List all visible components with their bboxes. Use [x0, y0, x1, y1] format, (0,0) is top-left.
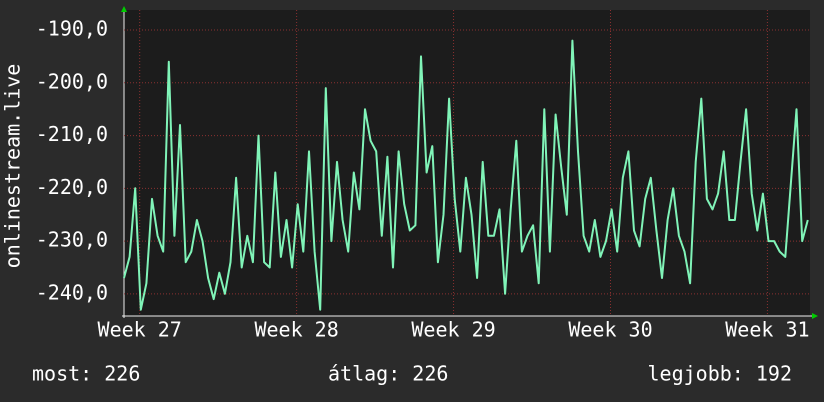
axis-arrow [812, 313, 818, 319]
y-axis-label: onlinestream.live [1, 64, 25, 269]
x-tick-label: Week 31 [725, 318, 809, 342]
y-tick-label: -210,0 [36, 122, 108, 146]
stat: most: 226 [32, 362, 140, 386]
y-tick-label: -190,0 [36, 17, 108, 41]
y-tick-label: -240,0 [36, 280, 108, 304]
series-line [123, 39, 809, 311]
x-tick-label: Week 27 [98, 318, 182, 342]
axis-arrow [121, 6, 127, 12]
y-tick-label: -200,0 [36, 69, 108, 93]
x-tick-label: Week 30 [568, 318, 652, 342]
stat: átlag: 226 [328, 362, 448, 386]
plot-area [124, 10, 810, 316]
x-tick-label: Week 29 [411, 318, 495, 342]
y-tick-label: -230,0 [36, 228, 108, 252]
y-tick-label: -220,0 [36, 175, 108, 199]
marks [123, 39, 809, 311]
x-tick-label: Week 28 [254, 318, 338, 342]
stat: legjobb: 192 [648, 362, 793, 386]
